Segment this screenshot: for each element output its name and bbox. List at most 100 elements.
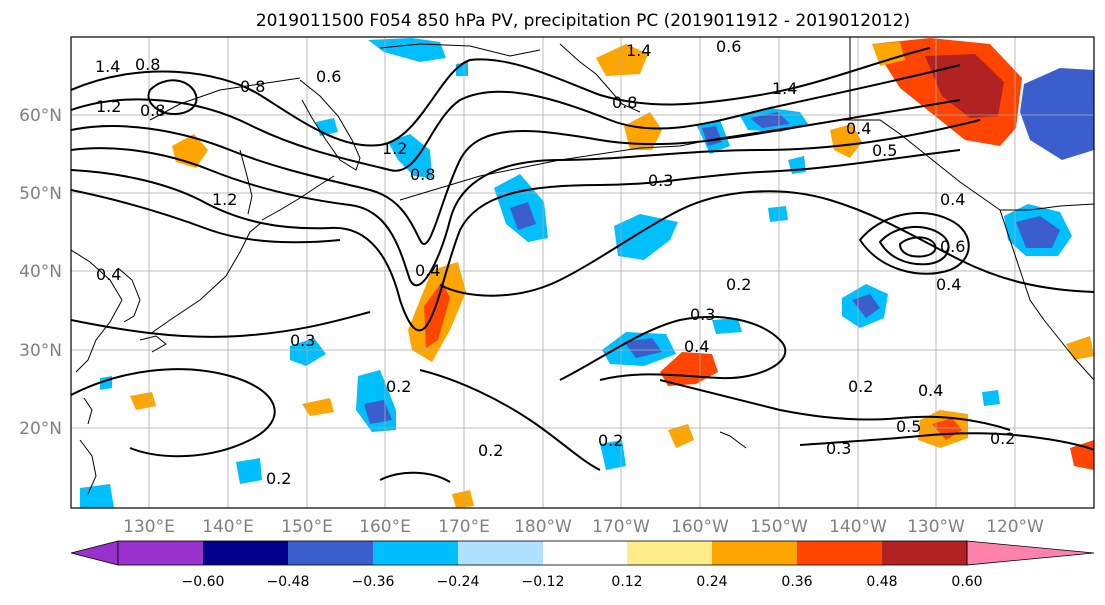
lat-label: 20°N bbox=[19, 419, 62, 439]
colorbar-bin bbox=[373, 541, 458, 565]
precip-blob bbox=[1066, 336, 1094, 360]
coast-kamchatka bbox=[299, 79, 361, 171]
coast-philippines bbox=[79, 439, 97, 495]
colorbar-bin bbox=[797, 541, 882, 565]
coast-na-west bbox=[999, 209, 1094, 381]
contour-label: 0.6 bbox=[316, 67, 341, 86]
colorbar-max-extension bbox=[966, 540, 1095, 566]
contour-label: 0.8 bbox=[240, 77, 265, 96]
coast-alaska-west bbox=[559, 43, 641, 113]
contour-label: 1.2 bbox=[382, 139, 407, 158]
coast-chukotka bbox=[379, 43, 541, 57]
pv-contour bbox=[419, 369, 601, 471]
contour-label: 0.4 bbox=[846, 119, 871, 138]
precip-blob bbox=[750, 112, 790, 128]
pv-contour bbox=[898, 236, 937, 258]
contour-label: 1.4 bbox=[626, 41, 651, 60]
colorbar-bin bbox=[543, 541, 627, 565]
lon-label: 160°W bbox=[671, 517, 729, 537]
precip-blob bbox=[290, 338, 326, 366]
colorbar-tick: 0.36 bbox=[781, 574, 812, 590]
precip-blob bbox=[624, 338, 662, 358]
colorbar-tick: −0.60 bbox=[182, 574, 225, 590]
contour-label: 0.8 bbox=[140, 101, 165, 120]
lat-label: 40°N bbox=[19, 262, 62, 282]
contour-label: 0.2 bbox=[478, 441, 503, 460]
pv-contour bbox=[559, 315, 787, 381]
precip-blob bbox=[712, 318, 742, 334]
contour-label: 1.2 bbox=[96, 97, 121, 116]
pv-contour bbox=[858, 212, 970, 275]
contour-label: 0.4 bbox=[940, 190, 965, 209]
precip-blob bbox=[1020, 68, 1094, 160]
pv-contour bbox=[71, 47, 931, 147]
precip-blob bbox=[596, 44, 648, 76]
pv-contours bbox=[71, 47, 1094, 483]
precip-blob bbox=[80, 484, 114, 508]
colorbar-tick: 0.48 bbox=[866, 574, 897, 590]
precip-blob bbox=[130, 392, 156, 410]
coast-korea bbox=[117, 267, 141, 323]
pv-contour bbox=[71, 311, 371, 338]
precip-blob bbox=[830, 124, 862, 158]
lat-label: 60°N bbox=[19, 106, 62, 126]
lon-label: 170°E bbox=[438, 517, 490, 537]
lon-label: 140°W bbox=[829, 517, 887, 537]
colorbar bbox=[70, 540, 1095, 566]
lon-label: 120°W bbox=[986, 517, 1044, 537]
colorbar-bin bbox=[458, 541, 543, 565]
contour-label: 0.6 bbox=[940, 237, 965, 256]
colorbar-bin bbox=[288, 541, 373, 565]
contour-label: 0.2 bbox=[990, 429, 1015, 448]
coast-hawaii bbox=[719, 431, 747, 449]
colorbar-bin bbox=[712, 541, 797, 565]
colorbar-bin bbox=[882, 541, 967, 565]
contour-label: 0.5 bbox=[896, 417, 921, 436]
precip-blob bbox=[872, 42, 905, 66]
contour-label: 1.4 bbox=[95, 57, 120, 76]
contour-label: 0.8 bbox=[135, 55, 160, 74]
map-frame bbox=[70, 36, 1095, 509]
contour-label: 0.8 bbox=[612, 93, 637, 112]
coast-asia bbox=[71, 249, 123, 373]
lon-label: 130°W bbox=[907, 517, 965, 537]
precip-blob bbox=[614, 214, 678, 260]
contour-label: 1.2 bbox=[212, 190, 237, 209]
pv-contour bbox=[71, 149, 961, 332]
contour-label: 0.8 bbox=[410, 165, 435, 184]
precip-blob bbox=[100, 376, 112, 390]
contour-label: 0.4 bbox=[684, 337, 709, 356]
pv-contour bbox=[71, 99, 961, 245]
colorbar-bin bbox=[118, 541, 203, 565]
contour-label: 0.4 bbox=[96, 265, 121, 284]
pv-contour bbox=[379, 471, 451, 483]
precip-blob bbox=[925, 54, 1004, 118]
precip-blob bbox=[600, 440, 626, 470]
pv-contour bbox=[439, 190, 1094, 297]
pv-contour bbox=[147, 79, 198, 115]
contour-label: 1.4 bbox=[772, 79, 797, 98]
lon-label: 130°E bbox=[123, 517, 175, 537]
colorbar-tick: 0.60 bbox=[951, 574, 982, 590]
contour-label: 0.2 bbox=[598, 431, 623, 450]
lon-label: 140°E bbox=[202, 517, 254, 537]
precip-blob bbox=[624, 112, 662, 150]
colorbar-tick: −0.12 bbox=[522, 574, 565, 590]
lon-label: 160°E bbox=[359, 517, 411, 537]
pv-contour bbox=[878, 225, 950, 266]
pv-contour bbox=[71, 189, 341, 244]
coastlines bbox=[71, 37, 1094, 495]
latitude-labels: 60°N 50°N 40°N 30°N 20°N bbox=[19, 106, 62, 439]
lon-label: 180°W bbox=[514, 517, 572, 537]
longitude-labels: 130°E 140°E 150°E 160°E 170°E 180°W 170°… bbox=[123, 517, 1044, 537]
contour-label: 0.2 bbox=[266, 469, 291, 488]
contour-label: 0.6 bbox=[716, 37, 741, 56]
map-title: 2019011500 F054 850 hPa PV, precipitatio… bbox=[256, 11, 910, 31]
colorbar-tick: −0.36 bbox=[352, 574, 395, 590]
pv-contour bbox=[659, 379, 1011, 431]
contour-label: 0.3 bbox=[690, 305, 715, 324]
contour-labels: 1.4 0.8 0.8 0.6 0.8 1.2 0.8 1.2 0.4 1.2 … bbox=[95, 37, 1015, 488]
precip-blob bbox=[302, 398, 334, 416]
lat-label: 30°N bbox=[19, 341, 62, 361]
